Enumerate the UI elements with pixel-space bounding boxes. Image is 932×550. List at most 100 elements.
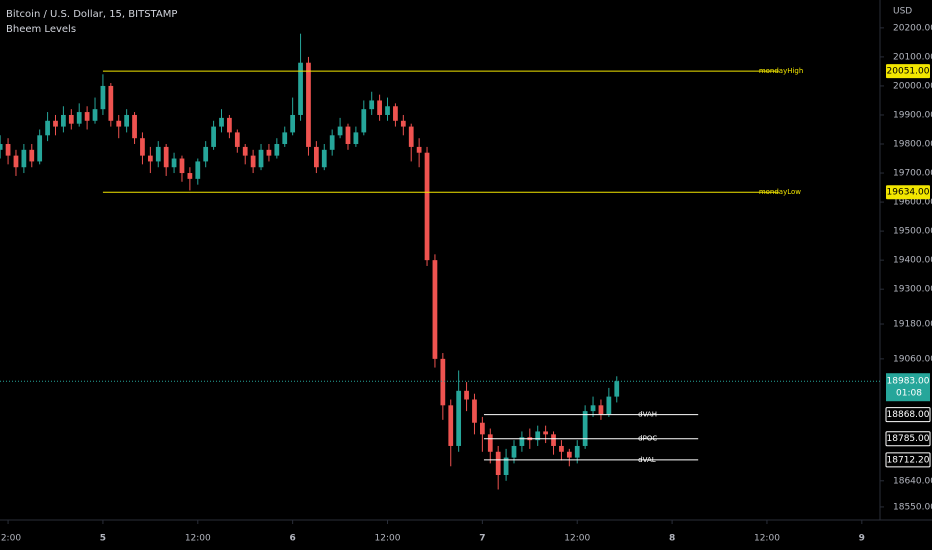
- level-price-tag: [885, 407, 931, 423]
- x-tick-label: 5: [100, 534, 106, 544]
- candle-body: [147, 155, 153, 162]
- candle-body: [543, 431, 548, 435]
- candle-body: [5, 144, 11, 156]
- candle-body: [108, 85, 114, 121]
- candle-body: [353, 132, 359, 145]
- candle-body: [84, 112, 90, 121]
- candle-body: [203, 146, 209, 162]
- candle-body: [361, 109, 367, 133]
- candle-body: [140, 138, 145, 156]
- last-price-label: 18983.00: [887, 377, 930, 387]
- candle-body: [234, 132, 240, 147]
- y-tick-label: 19600.00: [893, 198, 932, 208]
- x-tick-label: 12:00: [754, 534, 780, 544]
- candle-body: [377, 100, 382, 115]
- candle-body: [487, 434, 493, 452]
- candle-body: [227, 117, 232, 133]
- candle-body: [155, 146, 161, 162]
- candle-body: [606, 396, 612, 415]
- x-tick-label: 9: [859, 534, 865, 544]
- candle-body: [424, 152, 430, 261]
- candle-body: [511, 445, 517, 458]
- level-price-label: 18868.00: [887, 410, 930, 420]
- candle-body: [37, 135, 43, 162]
- level-price-tag: [886, 185, 930, 200]
- candle-body: [61, 114, 66, 127]
- candle-body: [559, 445, 564, 452]
- x-tick-label: 12:00: [185, 534, 211, 544]
- level-name: mondayHigh: [759, 67, 804, 75]
- candle-body: [250, 155, 256, 168]
- candle-body: [400, 120, 406, 127]
- candle-body: [242, 146, 248, 156]
- candle-body: [432, 260, 438, 359]
- candle-body: [590, 405, 596, 412]
- candle-body: [298, 62, 303, 115]
- level-price-label: 19634.00: [887, 188, 930, 198]
- candle-body: [132, 114, 137, 139]
- y-tick-label: 19500.00: [893, 227, 932, 237]
- candle-body: [393, 106, 398, 121]
- y-tick-label: 19180.00: [893, 320, 932, 330]
- countdown: 01:08: [896, 389, 922, 399]
- candle-body: [124, 114, 130, 127]
- y-tick-label: 20200.00: [893, 23, 932, 33]
- y-tick-label: 18550.00: [893, 502, 932, 512]
- candle-body: [456, 390, 462, 446]
- candle-body: [171, 158, 177, 168]
- level-price-tag: [885, 452, 931, 468]
- candle-body: [219, 117, 224, 127]
- candle-body: [290, 114, 296, 133]
- level-price-tag: [885, 431, 931, 447]
- candle-body: [598, 405, 604, 415]
- y-tick-label: 19900.00: [893, 110, 932, 120]
- candle-body: [480, 422, 485, 435]
- candle-body: [29, 149, 35, 162]
- x-tick-label: 12:00: [375, 534, 401, 544]
- candle-body: [329, 135, 335, 150]
- candle-body: [21, 149, 27, 168]
- level-price-tag: [886, 64, 930, 79]
- candle-body: [163, 146, 169, 168]
- candle-body: [574, 445, 580, 458]
- currency-label: USD: [893, 7, 912, 17]
- y-tick-label: 19800.00: [893, 140, 932, 150]
- candle-body: [266, 149, 272, 156]
- candle-body: [440, 358, 446, 406]
- candle-body: [464, 390, 469, 400]
- candle-body: [495, 451, 501, 475]
- x-tick-label: 8: [669, 534, 675, 544]
- candle-body: [92, 109, 98, 121]
- y-tick-label: 20100.00: [893, 52, 932, 62]
- candle-body: [195, 161, 201, 179]
- y-tick-label: 19060.00: [893, 354, 932, 364]
- candle-body: [53, 120, 58, 127]
- y-tick-label: 19400.00: [893, 256, 932, 266]
- level-name: dVAH: [638, 411, 657, 419]
- level-price-label: 18712.20: [887, 455, 930, 465]
- candle-body: [274, 144, 280, 156]
- y-tick-label: 19700.00: [893, 169, 932, 179]
- chart-title: Bitcoin / U.S. Dollar, 15, BITSTAMP: [6, 9, 177, 20]
- x-tick-label: 12:00: [0, 534, 21, 544]
- candle-body: [258, 149, 264, 168]
- candle-body: [0, 144, 3, 150]
- x-tick-label: 6: [290, 534, 296, 544]
- candle-body: [321, 149, 327, 168]
- x-tick-label: 12:00: [564, 534, 590, 544]
- candle-body: [448, 405, 454, 446]
- indicator-name: Bheem Levels: [6, 24, 76, 35]
- candle-body: [369, 100, 375, 110]
- candle-body: [282, 132, 288, 145]
- level-name: dPOC: [638, 435, 657, 443]
- level-name: mondayLow: [759, 188, 801, 196]
- y-tick-label: 18640.00: [893, 476, 932, 486]
- level-price-label: 18785.00: [887, 434, 930, 444]
- candle-body: [535, 431, 541, 441]
- candle-body: [100, 85, 106, 110]
- candle-body: [211, 126, 216, 147]
- y-tick-label: 19300.00: [893, 285, 932, 295]
- candle-body: [45, 120, 50, 136]
